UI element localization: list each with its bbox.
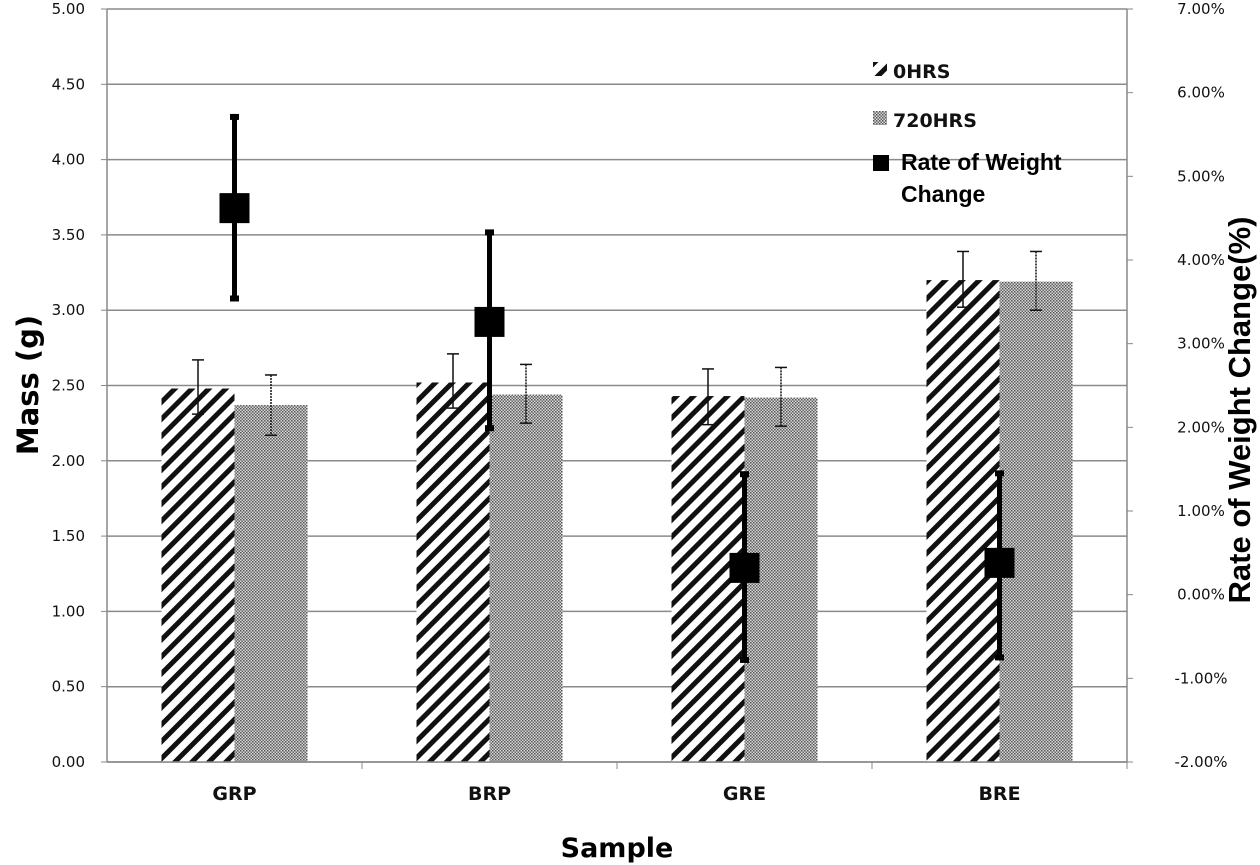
y-axis-title: Mass (g) [11,315,45,455]
y2-tick-label: 0.00% [1177,586,1225,604]
y-tick-label: 4.00 [52,151,85,169]
x-axis-title: Sample [561,833,674,864]
y-tick-label: 0.50 [52,678,85,696]
rate-error-cap [740,656,749,663]
y2-tick-label: 5.00% [1177,167,1225,185]
legend-swatch-0hrs [873,62,887,76]
y-tick-label: 0.00 [52,753,85,771]
bar-720hrs-brp [489,394,563,762]
bar-720hrs-bre [999,281,1073,762]
legend-label-rate-line2: Change [901,181,985,207]
rate-marker-grp [219,193,250,224]
x-tick-label-brp: BRP [468,783,511,805]
bar-0hrs-bre [926,280,1000,762]
legend: 0HRS 720HRS Rate of Weight Change [873,61,1062,207]
y-tick-label: 4.50 [52,75,85,93]
bar-0hrs-brp [416,382,490,762]
y2-axis-title: Rate of Weight Change(%) [1222,217,1257,604]
x-tick-label-grp: GRP [212,783,256,805]
rate-marker-gre [729,552,760,583]
y2-tick-label: -2.00% [1174,753,1227,771]
y2-tick-label: 6.00% [1177,84,1225,102]
y2-tick-label: -1.00% [1174,669,1227,687]
y-tick-label: 3.50 [52,226,85,244]
y2-tick-label: 2.00% [1177,418,1225,436]
x-tick-label-gre: GRE [723,783,766,805]
y2-tick-label: 3.00% [1177,335,1225,353]
y-tick-label: 2.50 [52,377,85,395]
rate-error-cap [485,229,494,236]
bar-0hrs-grp [161,388,235,762]
x-tick-label-bre: BRE [978,783,1020,805]
rate-error-cap [485,425,494,432]
legend-label-0hrs: 0HRS [893,61,950,83]
y-tick-label: 3.00 [52,301,85,319]
y2-tick-label: 4.00% [1177,251,1225,269]
legend-label-rate-line1: Rate of Weight [901,149,1062,175]
bar-720hrs-grp [234,405,308,762]
legend-swatch-720hrs [873,111,887,125]
rate-error-cap [740,471,749,478]
rate-error-cap [230,295,239,302]
y-tick-label: 1.50 [52,527,85,545]
y-tick-label: 5.00 [52,0,85,18]
legend-swatch-rate [873,155,889,171]
rate-error-cap [230,113,239,120]
y2-tick-label: 1.00% [1177,502,1225,520]
rate-error-cap [995,470,1004,477]
rate-error-cap [995,654,1004,661]
rate-marker-bre [984,547,1015,578]
y2-tick-label: 7.00% [1177,0,1225,18]
rate-marker-brp [474,306,505,337]
y-tick-label: 2.00 [52,452,85,470]
y-tick-label: 1.00 [52,602,85,620]
legend-label-720hrs: 720HRS [893,110,977,132]
